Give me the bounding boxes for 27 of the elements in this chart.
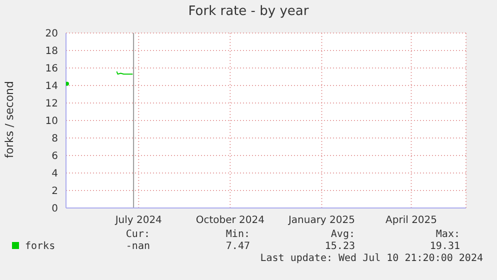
x-tick-label: October 2024 bbox=[196, 215, 265, 226]
text: Cur: bbox=[126, 229, 150, 240]
x-tick-label: July 2024 bbox=[114, 215, 162, 226]
text: 7.47 bbox=[226, 241, 250, 252]
text: -nan bbox=[126, 241, 150, 252]
text: Avg: bbox=[330, 229, 355, 240]
y-tick-label: 18 bbox=[45, 46, 58, 58]
y-tick-label: 12 bbox=[45, 98, 58, 110]
x-tick-label: January 2025 bbox=[287, 215, 355, 226]
text: 15.23 bbox=[324, 241, 355, 252]
y-tick-label: 4 bbox=[52, 168, 58, 180]
y-tick-label: 2 bbox=[52, 186, 58, 198]
x-tick-label: April 2025 bbox=[386, 215, 438, 226]
text: Min: bbox=[226, 229, 250, 240]
y-axis-title: forks / second bbox=[3, 81, 16, 159]
y-tick-label: 6 bbox=[52, 151, 58, 162]
y-tick-label: 8 bbox=[52, 134, 58, 145]
y-tick-label: 16 bbox=[45, 64, 58, 75]
y-tick-label: 0 bbox=[52, 204, 58, 215]
text: Last update: Wed Jul 10 21:20:00 2024 bbox=[260, 253, 483, 264]
legend-label: forks bbox=[24, 241, 56, 252]
chart-title: Fork rate - by year bbox=[187, 4, 310, 19]
y-tick-label: 10 bbox=[45, 116, 58, 128]
y-tick-label: 20 bbox=[45, 28, 58, 40]
text: Max: bbox=[436, 229, 460, 240]
y-tick-label: 14 bbox=[45, 81, 58, 92]
text: 19.31 bbox=[430, 241, 460, 252]
